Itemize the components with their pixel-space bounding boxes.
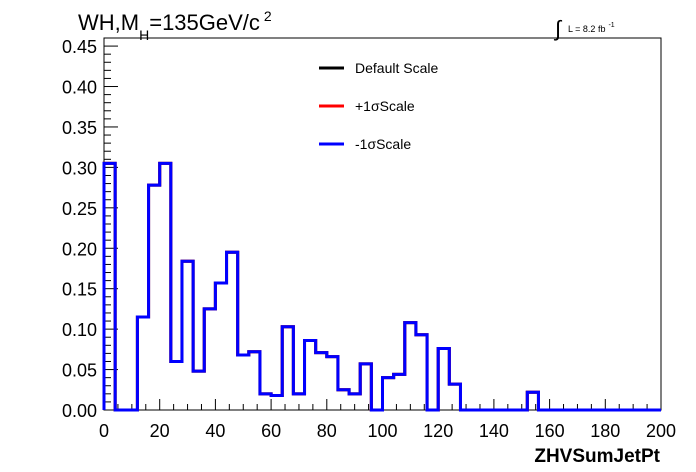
x-tick-label: 60 [261, 421, 281, 441]
y-tick-label: 0.00 [62, 401, 97, 421]
y-axis: 0.00 0.05 0.10 0.15 0.20 0.25 0.30 0.35 0.40 0.45 [62, 37, 118, 421]
x-tick-label: 120 [423, 421, 453, 441]
series-line-2 [102, 161, 661, 412]
series-line-0 [102, 161, 661, 412]
series-layer [102, 161, 661, 412]
legend-label-2: -1σScale [355, 136, 411, 152]
y-tick-label: 0.30 [62, 158, 97, 178]
y-tick-label: 0.20 [62, 239, 97, 259]
chart-title: WH,MH=135GeV/c 2 [78, 8, 272, 43]
y-tick-label: 0.05 [62, 361, 97, 381]
legend-label-0: Default Scale [355, 60, 438, 76]
y-tick-label: 0.35 [62, 118, 97, 138]
legend-label-1: +1σScale [355, 98, 415, 114]
y-tick-label: 0.45 [62, 37, 97, 57]
x-tick-label: 40 [205, 421, 225, 441]
x-tick-label: 160 [535, 421, 565, 441]
x-axis: 0 20 40 60 80 100 120 140 160 180 200 [99, 399, 676, 441]
integral-symbol: ∫ [553, 16, 563, 41]
x-tick-label: 100 [367, 421, 397, 441]
x-tick-label: 180 [590, 421, 620, 441]
y-tick-label: 0.15 [62, 280, 97, 300]
y-tick-label: 0.25 [62, 199, 97, 219]
x-tick-label: 140 [479, 421, 509, 441]
y-tick-label: 0.10 [62, 320, 97, 340]
x-tick-label: 20 [150, 421, 170, 441]
luminosity-label: L = 8.2 fb -1 [568, 22, 615, 34]
x-tick-label: 0 [99, 421, 109, 441]
x-tick-label: 200 [646, 421, 676, 441]
frame [103, 37, 662, 411]
x-tick-label: 80 [317, 421, 337, 441]
legend: Default Scale +1σScale -1σScale [319, 60, 438, 152]
y-tick-label: 0.40 [62, 78, 97, 98]
x-axis-label: ZHVSumJetPt [534, 446, 660, 467]
series-line-1 [102, 161, 661, 412]
